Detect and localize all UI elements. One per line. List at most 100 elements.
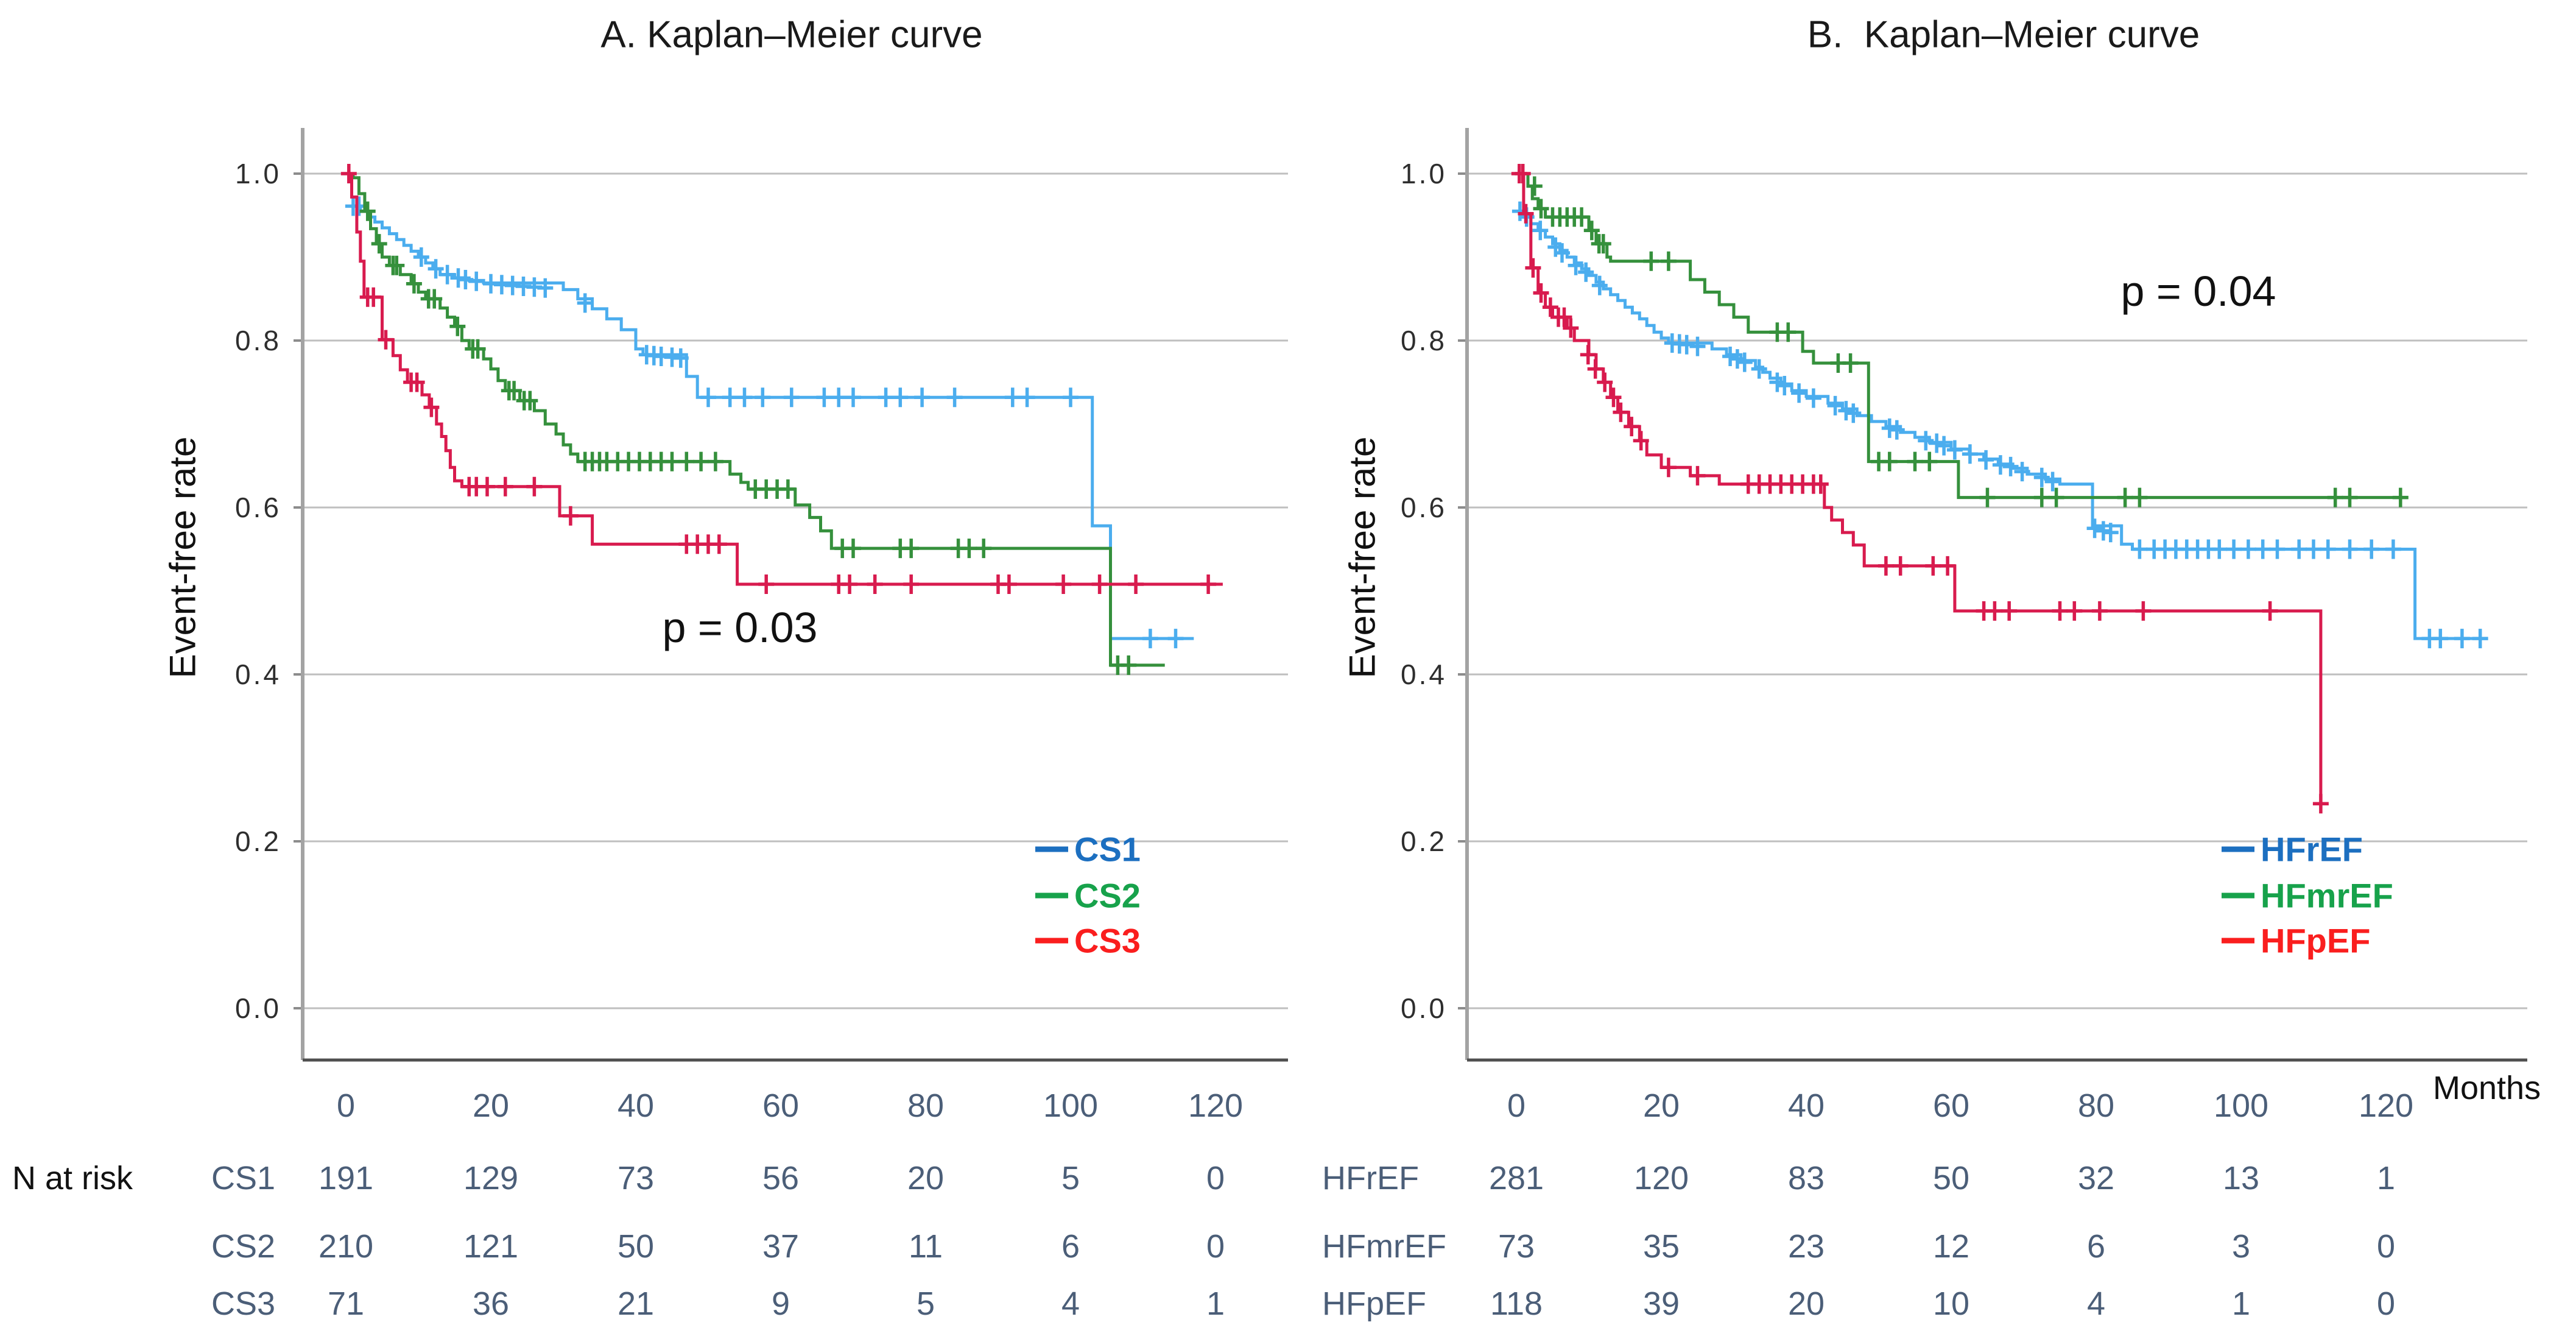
panel-b-censor-mark-hfmref bbox=[1526, 176, 1543, 196]
panel-b-censor-mark-hfref bbox=[1805, 388, 1821, 408]
panel-b-risk-count: 0 bbox=[2376, 1285, 2396, 1322]
panel-b-x-tick-label: 80 bbox=[2077, 1087, 2115, 1124]
panel-b-risk-count: 0 bbox=[2376, 1228, 2396, 1265]
panel-a-risk-count: 6 bbox=[1061, 1228, 1080, 1265]
panel-b-censor-mark-hfmref bbox=[1533, 199, 1549, 219]
panel-b-censor-mark-hfmref bbox=[2117, 487, 2133, 507]
panel-b-censor-mark-hfref bbox=[2002, 456, 2019, 476]
panel-a-x-tick-label: 120 bbox=[1188, 1087, 1244, 1124]
panel-b-y-tick-label: 0.4 bbox=[1401, 659, 1447, 690]
panel-b-censor-mark-hfref bbox=[2454, 629, 2470, 649]
panel-b-legend-label-hfmref: HFmrEF bbox=[2261, 876, 2393, 915]
panel-b-legend-dash-hfpef bbox=[2222, 938, 2254, 944]
panel-a-censor-mark-cs1 bbox=[755, 387, 771, 408]
panel-b-risk-count: 73 bbox=[1497, 1228, 1535, 1265]
panel-a-censor-mark-cs1 bbox=[831, 387, 847, 408]
panel-a-censor-mark-cs3 bbox=[378, 330, 394, 350]
panel-a-risk-count: 36 bbox=[472, 1285, 510, 1322]
panel-b-risk-count: 3 bbox=[2231, 1228, 2251, 1265]
panel-b-x-tick-label: 120 bbox=[2358, 1087, 2414, 1124]
panel-b-legend-dash-hfref bbox=[2222, 846, 2254, 852]
panel-a-censor-mark-cs1 bbox=[892, 387, 909, 408]
panel-b-censor-mark-hfref bbox=[1992, 455, 2008, 475]
panel-b-censor-mark-hfref bbox=[1888, 420, 1905, 440]
panel-b-censor-mark-hfref bbox=[1929, 433, 1945, 453]
panel-b-legend-label-hfref: HFrEF bbox=[2261, 830, 2363, 869]
panel-a-risk-count: 129 bbox=[463, 1160, 519, 1196]
panel-a-censor-mark-cs1 bbox=[1019, 387, 1035, 408]
panel-a-risk-count: 5 bbox=[1061, 1160, 1080, 1196]
panel-b-risk-count: 120 bbox=[1633, 1160, 1689, 1196]
panel-a-censor-mark-cs1 bbox=[845, 387, 861, 408]
panel-b-risk-count: 281 bbox=[1488, 1160, 1544, 1196]
panel-a-p-value: p = 0.03 bbox=[662, 604, 818, 651]
panel-a-risk-count: 20 bbox=[907, 1160, 945, 1196]
panel-a-censor-mark-cs3 bbox=[526, 476, 543, 497]
panel-a-y-tick-label: 0.0 bbox=[235, 992, 281, 1024]
panel-b-censor-mark-hfpef bbox=[2135, 601, 2152, 621]
panel-a-censor-mark-cs3 bbox=[903, 574, 920, 594]
panel-b-censor-mark-hfmref bbox=[2131, 487, 2148, 507]
panel-a-risk-count: 210 bbox=[318, 1228, 374, 1265]
panel-a-risk-count: 73 bbox=[617, 1160, 655, 1196]
panel-a-legend-dash-cs2 bbox=[1035, 892, 1068, 899]
panel-a-censor-mark-cs1 bbox=[1167, 629, 1184, 649]
panel-b-censor-mark-hfmref bbox=[2048, 487, 2064, 507]
panel-a-censor-mark-cs2 bbox=[426, 289, 443, 309]
panel-b-censor-mark-hfpef bbox=[1518, 203, 1534, 224]
panel-a-curve-cs1 bbox=[346, 204, 1194, 640]
panel-b-censor-mark-hfref bbox=[1946, 440, 1963, 460]
panel-a-risk-count: 71 bbox=[327, 1285, 365, 1322]
panel-b-censor-mark-hfmref bbox=[2033, 487, 2050, 507]
panel-a-legend-dash-cs1 bbox=[1035, 846, 1068, 852]
panel-a-y-tick-label: 0.8 bbox=[235, 325, 281, 356]
panel-b-censor-mark-hfmref bbox=[2342, 487, 2358, 507]
panel-a-legend-dash-cs3 bbox=[1035, 938, 1068, 944]
panel-a-censor-mark-cs3 bbox=[409, 372, 425, 392]
panel-a-censor-mark-cs3 bbox=[1001, 574, 1017, 594]
panel-b-censor-mark-hfref bbox=[2269, 539, 2286, 559]
panel-a-risk-count: 191 bbox=[318, 1160, 374, 1196]
panel-a-curve-cs2 bbox=[346, 172, 1165, 667]
panel-b-censor-mark-hfref bbox=[2102, 523, 2119, 543]
panel-b-risk-count: 10 bbox=[1932, 1285, 1970, 1322]
panel-b-censor-mark-hfpef bbox=[1556, 307, 1572, 327]
panel-a-censor-mark-cs2 bbox=[664, 451, 680, 472]
panel-a-risk-count: 37 bbox=[762, 1228, 800, 1265]
panel-b-censor-mark-hfpef bbox=[1563, 318, 1579, 338]
panel-b-censor-mark-hfref bbox=[1678, 334, 1695, 355]
panel-a-censor-mark-cs3 bbox=[842, 574, 858, 594]
panel-b-risk-count: 13 bbox=[2222, 1160, 2260, 1196]
panel-a-risk-count: 11 bbox=[908, 1228, 943, 1265]
panel-b-censor-mark-hfpef bbox=[1987, 601, 2003, 621]
panel-a-risk-count: 21 bbox=[617, 1285, 655, 1322]
panel-b-censor-mark-hfref bbox=[1918, 431, 1934, 451]
panel-b-risk-row-label: HFrEF bbox=[1322, 1160, 1419, 1196]
panel-b-x-tick-label: 100 bbox=[2213, 1087, 2269, 1124]
panel-b-risk-count: 118 bbox=[1490, 1285, 1543, 1322]
panel-b-censor-mark-hfpef bbox=[1533, 283, 1549, 303]
panel-b-censor-mark-hfpef bbox=[2312, 794, 2329, 814]
panel-b-censor-mark-hfpef bbox=[1660, 458, 1677, 478]
panel-b-risk-count: 12 bbox=[1932, 1228, 1970, 1265]
panel-a-risk-count: 5 bbox=[916, 1285, 935, 1322]
panel-a-x-tick-label: 40 bbox=[617, 1087, 655, 1124]
panel-a-y-tick-label: 1.0 bbox=[235, 158, 281, 189]
panel-a-risk-count: 0 bbox=[1206, 1228, 1225, 1265]
panel-a-censor-mark-cs3 bbox=[562, 506, 579, 526]
panel-b-censor-mark-hfref bbox=[2432, 629, 2449, 649]
panel-b-censor-mark-hfref bbox=[2320, 539, 2336, 559]
panel-a-censor-mark-cs2 bbox=[371, 234, 387, 254]
panel-b-censor-mark-hfpef bbox=[2001, 601, 2018, 621]
panel-b-censor-mark-hfref bbox=[2472, 629, 2488, 649]
panel-a-risk-count: 4 bbox=[1061, 1285, 1080, 1322]
panel-b-censor-mark-hfpef bbox=[1689, 465, 1706, 486]
panel-b-risk-row-label: HFpEF bbox=[1322, 1285, 1427, 1322]
panel-b-censor-mark-hfref bbox=[2014, 462, 2030, 482]
panel-a-censor-mark-cs3 bbox=[340, 164, 357, 183]
panel-a-risk-row-label: CS1 bbox=[211, 1160, 276, 1196]
panel-b-censor-mark-hfref bbox=[1729, 349, 1745, 369]
panel-b-censor-mark-hfmref bbox=[1907, 451, 1923, 472]
panel-a-censor-mark-cs2 bbox=[1121, 655, 1137, 675]
panel-b-y-tick-label: 0.8 bbox=[1401, 325, 1447, 356]
